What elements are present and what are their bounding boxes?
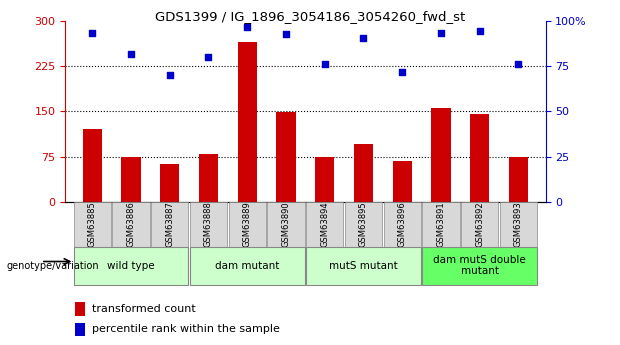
Bar [392, 161, 412, 202]
Bar [160, 165, 179, 202]
FancyBboxPatch shape [229, 202, 266, 247]
Text: GSM63894: GSM63894 [320, 201, 329, 247]
Bar [432, 108, 451, 202]
Point [203, 54, 213, 60]
FancyBboxPatch shape [74, 247, 188, 285]
FancyBboxPatch shape [500, 202, 537, 247]
Bar [237, 42, 257, 202]
Text: mutS mutant: mutS mutant [329, 261, 398, 270]
FancyBboxPatch shape [267, 202, 304, 247]
Bar [470, 114, 489, 202]
Point [358, 35, 368, 40]
Text: GDS1399 / IG_1896_3054186_3054260_fwd_st: GDS1399 / IG_1896_3054186_3054260_fwd_st [155, 10, 465, 23]
Bar [509, 157, 528, 202]
FancyBboxPatch shape [422, 202, 459, 247]
Point [281, 31, 291, 37]
Text: GSM63889: GSM63889 [242, 201, 252, 247]
FancyBboxPatch shape [461, 202, 498, 247]
Point [475, 28, 485, 34]
FancyBboxPatch shape [306, 202, 343, 247]
Text: wild type: wild type [107, 261, 155, 270]
Point [320, 61, 330, 67]
Bar [199, 154, 218, 202]
Text: GSM63890: GSM63890 [281, 201, 291, 247]
Point [436, 30, 446, 36]
FancyBboxPatch shape [190, 247, 304, 285]
FancyBboxPatch shape [306, 247, 421, 285]
Point [513, 61, 523, 67]
FancyBboxPatch shape [422, 247, 537, 285]
Bar [74, 302, 86, 316]
Point [242, 24, 252, 30]
FancyBboxPatch shape [151, 202, 188, 247]
FancyBboxPatch shape [384, 202, 421, 247]
Bar [122, 157, 141, 202]
Text: transformed count: transformed count [92, 304, 195, 314]
Point [126, 51, 136, 57]
Text: GSM63887: GSM63887 [165, 201, 174, 247]
Text: dam mutS double
mutant: dam mutS double mutant [433, 255, 526, 276]
Text: GSM63892: GSM63892 [475, 201, 484, 247]
Text: GSM63893: GSM63893 [514, 201, 523, 247]
FancyBboxPatch shape [112, 202, 149, 247]
Bar [315, 157, 334, 202]
FancyBboxPatch shape [345, 202, 382, 247]
Text: GSM63896: GSM63896 [397, 201, 407, 247]
Text: GSM63888: GSM63888 [204, 201, 213, 247]
Bar [277, 112, 296, 202]
FancyBboxPatch shape [74, 202, 111, 247]
Text: GSM63895: GSM63895 [359, 201, 368, 247]
Bar [354, 145, 373, 202]
Text: GSM63886: GSM63886 [126, 201, 136, 247]
Point [87, 30, 97, 36]
Text: dam mutant: dam mutant [215, 261, 280, 270]
Bar [82, 129, 102, 202]
Text: genotype/variation: genotype/variation [6, 262, 99, 271]
Text: percentile rank within the sample: percentile rank within the sample [92, 324, 280, 334]
Point [165, 72, 175, 78]
FancyBboxPatch shape [190, 202, 227, 247]
Text: GSM63885: GSM63885 [87, 201, 97, 247]
Text: GSM63891: GSM63891 [436, 201, 446, 247]
Point [397, 69, 407, 75]
Bar [74, 323, 86, 336]
